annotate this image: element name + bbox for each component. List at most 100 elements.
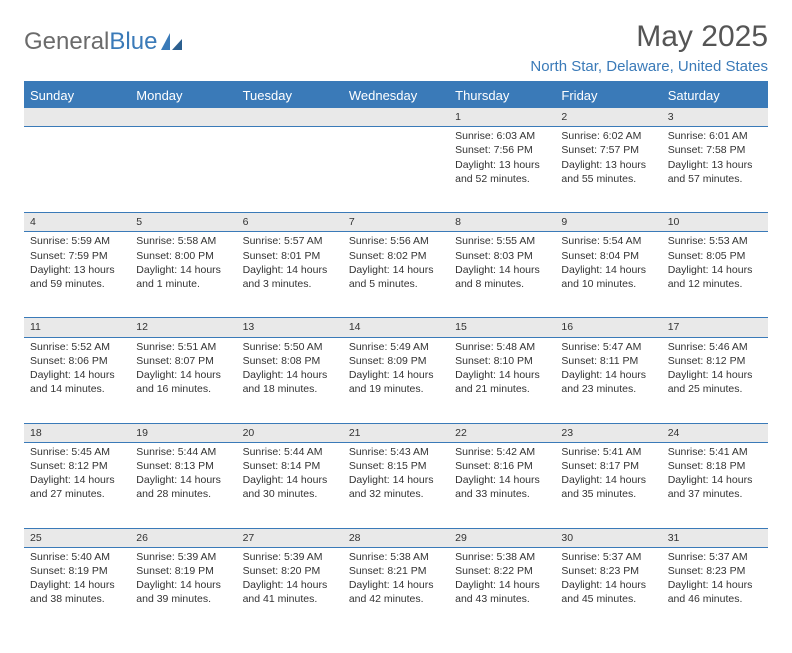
sunset-line: Sunset: 8:12 PM [30, 459, 124, 473]
day-cell: Sunrise: 5:51 AMSunset: 8:07 PMDaylight:… [130, 337, 236, 423]
day-number: 30 [555, 528, 661, 547]
daylight-line: Daylight: 14 hours and 8 minutes. [455, 263, 549, 291]
day-header-row: Sunday Monday Tuesday Wednesday Thursday… [24, 82, 768, 108]
day-number: 16 [555, 318, 661, 337]
sunrise-line: Sunrise: 5:59 AM [30, 234, 124, 248]
sunrise-line: Sunrise: 5:53 AM [668, 234, 762, 248]
daylight-line: Daylight: 14 hours and 38 minutes. [30, 578, 124, 606]
sunrise-line: Sunrise: 5:58 AM [136, 234, 230, 248]
sunrise-line: Sunrise: 5:52 AM [30, 340, 124, 354]
day-number: 13 [237, 318, 343, 337]
sunset-line: Sunset: 8:13 PM [136, 459, 230, 473]
day-cell: Sunrise: 5:38 AMSunset: 8:22 PMDaylight:… [449, 547, 555, 633]
day-cell [343, 127, 449, 213]
day-number: 3 [662, 108, 768, 127]
sunset-line: Sunset: 8:18 PM [668, 459, 762, 473]
daylight-line: Daylight: 14 hours and 35 minutes. [561, 473, 655, 501]
sunrise-line: Sunrise: 5:45 AM [30, 445, 124, 459]
daylight-line: Daylight: 14 hours and 42 minutes. [349, 578, 443, 606]
day-cell: Sunrise: 5:41 AMSunset: 8:18 PMDaylight:… [662, 442, 768, 528]
daylight-line: Daylight: 14 hours and 16 minutes. [136, 368, 230, 396]
day-number: 23 [555, 423, 661, 442]
sunrise-line: Sunrise: 5:38 AM [455, 550, 549, 564]
daylight-line: Daylight: 13 hours and 57 minutes. [668, 158, 762, 186]
sunset-line: Sunset: 8:11 PM [561, 354, 655, 368]
logo: GeneralBlue [24, 20, 183, 56]
daynum-row: 123 [24, 108, 768, 127]
day-cell: Sunrise: 5:59 AMSunset: 7:59 PMDaylight:… [24, 232, 130, 318]
sunrise-line: Sunrise: 5:51 AM [136, 340, 230, 354]
header: GeneralBlue May 2025 North Star, Delawar… [24, 20, 768, 75]
day-cell: Sunrise: 5:50 AMSunset: 8:08 PMDaylight:… [237, 337, 343, 423]
day-cell: Sunrise: 5:57 AMSunset: 8:01 PMDaylight:… [237, 232, 343, 318]
logo-text-gray: General [24, 28, 109, 55]
sunset-line: Sunset: 8:05 PM [668, 249, 762, 263]
sunset-line: Sunset: 8:09 PM [349, 354, 443, 368]
day-cell [24, 127, 130, 213]
day-header: Wednesday [343, 82, 449, 108]
sunset-line: Sunset: 8:23 PM [668, 564, 762, 578]
sunset-line: Sunset: 8:19 PM [136, 564, 230, 578]
sunset-line: Sunset: 8:22 PM [455, 564, 549, 578]
sunset-line: Sunset: 7:59 PM [30, 249, 124, 263]
sail-icon [161, 33, 183, 51]
daylight-line: Daylight: 14 hours and 37 minutes. [668, 473, 762, 501]
day-number: 7 [343, 213, 449, 232]
calendar-table: Sunday Monday Tuesday Wednesday Thursday… [24, 81, 768, 633]
daylight-line: Daylight: 14 hours and 18 minutes. [243, 368, 337, 396]
week-row: Sunrise: 6:03 AMSunset: 7:56 PMDaylight:… [24, 127, 768, 213]
daylight-line: Daylight: 14 hours and 25 minutes. [668, 368, 762, 396]
sunrise-line: Sunrise: 5:56 AM [349, 234, 443, 248]
day-cell: Sunrise: 5:44 AMSunset: 8:13 PMDaylight:… [130, 442, 236, 528]
sunset-line: Sunset: 8:01 PM [243, 249, 337, 263]
sunrise-line: Sunrise: 5:49 AM [349, 340, 443, 354]
day-cell: Sunrise: 5:56 AMSunset: 8:02 PMDaylight:… [343, 232, 449, 318]
day-cell: Sunrise: 5:54 AMSunset: 8:04 PMDaylight:… [555, 232, 661, 318]
day-cell: Sunrise: 5:48 AMSunset: 8:10 PMDaylight:… [449, 337, 555, 423]
day-header: Tuesday [237, 82, 343, 108]
day-cell: Sunrise: 5:43 AMSunset: 8:15 PMDaylight:… [343, 442, 449, 528]
daynum-row: 11121314151617 [24, 318, 768, 337]
day-cell: Sunrise: 5:45 AMSunset: 8:12 PMDaylight:… [24, 442, 130, 528]
sunset-line: Sunset: 8:17 PM [561, 459, 655, 473]
week-row: Sunrise: 5:52 AMSunset: 8:06 PM Daylight:… [24, 337, 768, 423]
sunrise-line: Sunrise: 5:50 AM [243, 340, 337, 354]
sunset-line: Sunset: 8:06 PM [30, 354, 124, 368]
sunset-line: Sunset: 7:56 PM [455, 143, 549, 157]
day-cell: Sunrise: 5:41 AMSunset: 8:17 PMDaylight:… [555, 442, 661, 528]
day-number: 20 [237, 423, 343, 442]
day-number: 26 [130, 528, 236, 547]
sunrise-line: Sunrise: 5:57 AM [243, 234, 337, 248]
week-row: Sunrise: 5:45 AMSunset: 8:12 PM Daylight:… [24, 442, 768, 528]
daylight-line: Daylight: 14 hours and 46 minutes. [668, 578, 762, 606]
daylight-line: Daylight: 14 hours and 1 minute. [136, 263, 230, 291]
sunset-line: Sunset: 8:12 PM [668, 354, 762, 368]
sunset-line: Sunset: 8:03 PM [455, 249, 549, 263]
day-number: 12 [130, 318, 236, 337]
day-header: Friday [555, 82, 661, 108]
daylight-line: Daylight: 13 hours and 59 minutes. [30, 263, 124, 291]
daylight-line: Daylight: 14 hours and 12 minutes. [668, 263, 762, 291]
week-row: Sunrise: 5:59 AMSunset: 7:59 PMDaylight:… [24, 232, 768, 318]
daylight-line: Daylight: 14 hours and 10 minutes. [561, 263, 655, 291]
day-cell: Sunrise: 5:44 AMSunset: 8:14 PMDaylight:… [237, 442, 343, 528]
day-number: 24 [662, 423, 768, 442]
sunset-line: Sunset: 8:15 PM [349, 459, 443, 473]
day-number: 2 [555, 108, 661, 127]
day-number: 31 [662, 528, 768, 547]
day-cell: Sunrise: 5:49 AMSunset: 8:09 PMDaylight:… [343, 337, 449, 423]
sunrise-line: Sunrise: 5:48 AM [455, 340, 549, 354]
sunrise-line: Sunrise: 5:54 AM [561, 234, 655, 248]
day-number: 17 [662, 318, 768, 337]
day-number: 29 [449, 528, 555, 547]
day-number: 25 [24, 528, 130, 547]
day-header: Monday [130, 82, 236, 108]
daylight-line: Daylight: 14 hours and 3 minutes. [243, 263, 337, 291]
sunrise-line: Sunrise: 5:40 AM [30, 550, 124, 564]
daylight-line: Daylight: 14 hours and 30 minutes. [243, 473, 337, 501]
daylight-line: Daylight: 14 hours and 28 minutes. [136, 473, 230, 501]
sunrise-line: Sunrise: 6:01 AM [668, 129, 762, 143]
day-number: 9 [555, 213, 661, 232]
sunset-line: Sunset: 8:23 PM [561, 564, 655, 578]
day-cell: Sunrise: 5:53 AMSunset: 8:05 PMDaylight:… [662, 232, 768, 318]
